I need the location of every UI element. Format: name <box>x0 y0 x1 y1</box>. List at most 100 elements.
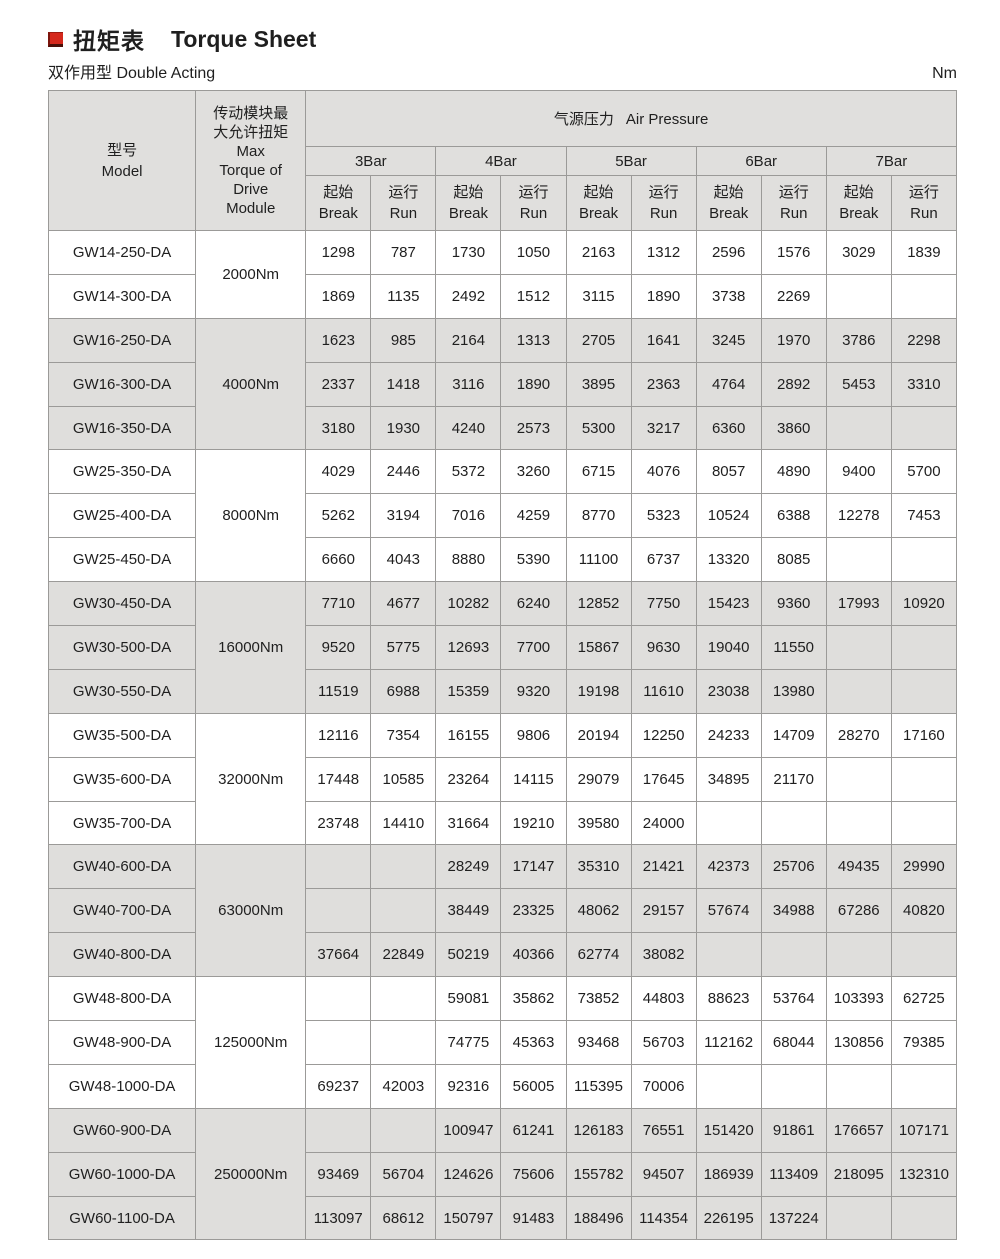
model-cell: GW40-600-DA <box>47 844 197 890</box>
torque-value-cell: 112162 <box>695 1020 762 1065</box>
torque-value-cell: 48062 <box>565 888 632 934</box>
model-cell: GW14-300-DA <box>47 273 197 319</box>
torque-value-cell: 17645 <box>630 756 697 802</box>
table-row: GW14-250-DA 2000Nm 1298 787 1730 1050 2163 1312… <box>47 230 958 319</box>
torque-value-cell: 17448 <box>305 756 372 802</box>
table-row: GW48-1000-DA 69237 42003 92316 56005 115395 70… <box>47 1063 958 1109</box>
torque-value-cell: 4764 <box>695 361 762 407</box>
torque-value-cell: 126183 <box>565 1107 632 1153</box>
torque-value-cell: 114354 <box>630 1195 697 1241</box>
torque-value-cell: 4043 <box>370 537 437 583</box>
max-torque-column-header: 传动模块最 大允许扭矩 Max Torque of Drive Module <box>195 90 307 231</box>
torque-value-cell: 2446 <box>370 449 437 495</box>
torque-value-cell: 94507 <box>630 1151 697 1197</box>
bar-header-6bar: 6Bar <box>695 146 827 176</box>
torque-value-cell: 92316 <box>435 1063 502 1109</box>
break-header: 起始 Break <box>435 175 502 231</box>
torque-value-cell: 1869 <box>305 273 372 319</box>
torque-value-cell: 5775 <box>370 625 437 670</box>
subtitle-row: 双作用型 Double Acting Nm <box>48 59 957 83</box>
torque-value-cell: 137224 <box>760 1195 827 1241</box>
max-torque-cell: 125000Nm <box>195 976 307 1109</box>
table-row: GW30-450-DA 16000Nm 7710 4677 10282 6240 12852… <box>47 581 958 714</box>
max-torque-cell: 32000Nm <box>195 712 307 846</box>
model-cell: GW30-500-DA <box>47 625 197 670</box>
break-header-en: Break <box>709 205 749 222</box>
table-row: GW60-900-DA 250000Nm 100947 61241 126183 7655… <box>47 1107 958 1241</box>
table-row: GW60-1100-DA 113097 68612 150797 91483 188496… <box>47 1195 958 1241</box>
torque-value-cell: 6388 <box>760 493 827 539</box>
torque-value-cell: 1730 <box>435 230 502 275</box>
torque-value-cell <box>760 932 827 978</box>
torque-value-cell: 16155 <box>435 712 502 758</box>
torque-value-cell: 13980 <box>760 668 827 714</box>
torque-value-cell <box>370 1107 437 1153</box>
torque-value-cell: 23264 <box>435 756 502 802</box>
torque-value-cell: 39580 <box>565 800 632 846</box>
break-header: 起始 Break <box>825 175 892 231</box>
torque-value-cell: 20194 <box>565 712 632 758</box>
torque-value-cell: 8057 <box>695 449 762 495</box>
torque-value-cell: 76551 <box>630 1107 697 1153</box>
torque-value-cell: 11610 <box>630 668 697 714</box>
torque-value-cell: 13320 <box>695 537 762 583</box>
torque-value-cell <box>695 800 762 846</box>
torque-value-cell: 4677 <box>370 581 437 627</box>
torque-value-cell: 3786 <box>825 317 892 363</box>
table-row: GW30-500-DA 9520 5775 12693 7700 15867 9630 190… <box>47 625 958 670</box>
torque-value-cell <box>825 1063 892 1109</box>
torque-value-cell: 28270 <box>825 712 892 758</box>
torque-value-cell: 7453 <box>890 493 958 539</box>
torque-value-cell: 62725 <box>890 976 958 1022</box>
table-row: GW25-400-DA 5262 3194 7016 4259 8770 5323 10524… <box>47 493 958 539</box>
torque-value-cell: 61241 <box>500 1107 567 1153</box>
torque-value-cell: 1135 <box>370 273 437 319</box>
torque-table: 型号 Model 传动模块最 大允许扭矩 Max Torque of Drive… <box>47 90 958 1241</box>
torque-value-cell: 37664 <box>305 932 372 978</box>
torque-value-cell: 5262 <box>305 493 372 539</box>
model-cell: GW14-250-DA <box>47 230 197 275</box>
run-header-en: Run <box>779 205 808 222</box>
torque-value-cell <box>370 888 437 934</box>
torque-value-cell <box>890 932 958 978</box>
torque-value-cell: 188496 <box>565 1195 632 1241</box>
torque-value-cell: 38449 <box>435 888 502 934</box>
torque-value-cell: 151420 <box>695 1107 762 1153</box>
break-header-zh: 起始 <box>713 184 744 201</box>
break-header-zh: 起始 <box>583 184 614 201</box>
table-row: GW35-600-DA 17448 10585 23264 14115 29079 1764… <box>47 756 958 802</box>
table-header: 型号 Model 传动模块最 大允许扭矩 Max Torque of Drive… <box>47 90 958 231</box>
table-row: GW14-300-DA 1869 1135 2492 1512 3115 1890 3738 2… <box>47 273 958 319</box>
torque-value-cell: 5300 <box>565 405 632 451</box>
torque-value-cell <box>695 1063 762 1109</box>
torque-value-cell: 91861 <box>760 1107 827 1153</box>
torque-value-cell: 23325 <box>500 888 567 934</box>
table-row: GW16-350-DA 3180 1930 4240 2573 5300 3217 6360 3… <box>47 405 958 451</box>
torque-value-cell: 31664 <box>435 800 502 846</box>
torque-value-cell: 3029 <box>825 230 892 275</box>
torque-value-cell: 7750 <box>630 581 697 627</box>
torque-header-line: Module <box>226 199 276 217</box>
bar-header-3bar: 3Bar <box>305 146 437 176</box>
table-row: GW16-300-DA 2337 1418 3116 1890 3895 2363 4764 2… <box>47 361 958 407</box>
torque-value-cell: 14115 <box>500 756 567 802</box>
torque-value-cell: 9400 <box>825 449 892 495</box>
table-row: GW60-1000-DA 93469 56704 124626 75606 155782 9… <box>47 1151 958 1197</box>
torque-header-line: Drive <box>233 180 269 198</box>
torque-value-cell <box>370 844 437 890</box>
air-pressure-zh: 气源压力 <box>553 111 614 128</box>
torque-value-cell: 1623 <box>305 317 372 363</box>
torque-value-cell: 19198 <box>565 668 632 714</box>
torque-value-cell: 68612 <box>370 1195 437 1241</box>
torque-value-cell: 17160 <box>890 712 958 758</box>
torque-value-cell: 3116 <box>435 361 502 407</box>
break-run-header-row: 起始 Break 运行 Run 起始 Break 运行 Run 起始 Break 运行 Run 起始 Br… <box>49 175 958 231</box>
torque-value-cell: 4076 <box>630 449 697 495</box>
torque-value-cell: 56703 <box>630 1020 697 1065</box>
max-torque-cell: 2000Nm <box>195 230 307 319</box>
model-cell: GW25-350-DA <box>47 449 197 495</box>
torque-value-cell <box>890 273 958 319</box>
table-row: GW35-700-DA 23748 14410 31664 19210 39580 2400… <box>47 800 958 846</box>
torque-value-cell: 6988 <box>370 668 437 714</box>
torque-value-cell: 49435 <box>825 844 892 890</box>
